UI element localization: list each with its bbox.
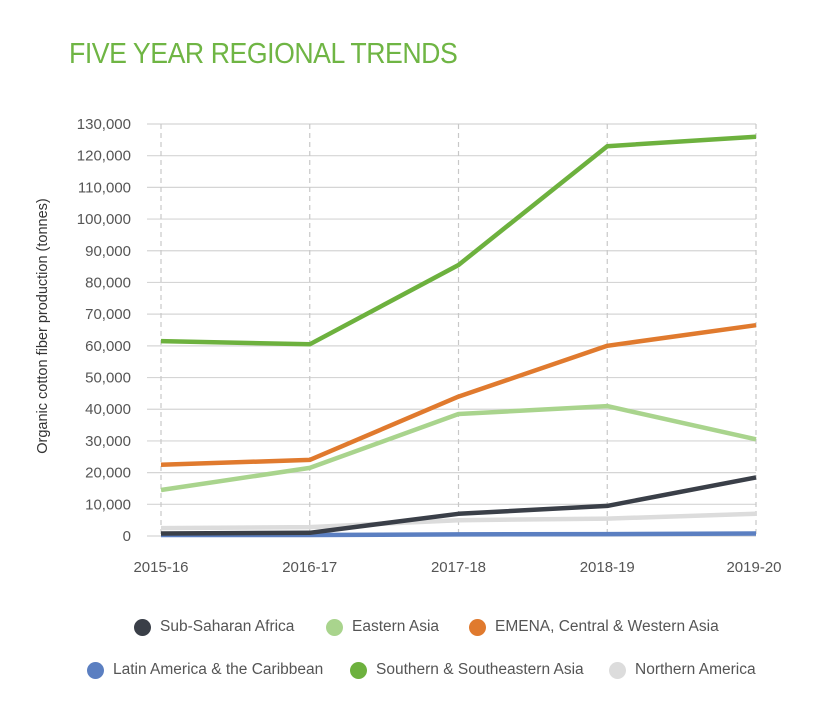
y-tick-label: 130,000 [77, 116, 131, 133]
y-tick-label: 0 [123, 528, 131, 545]
series-line-eastern-asia [160, 403, 757, 493]
chart-title: FIVE YEAR REGIONAL TRENDS [69, 38, 458, 70]
legend-swatch [350, 661, 367, 679]
line-chart: 0 10,000 20,000 30,000 40,000 50,000 60,000 70,… [35, 116, 782, 576]
y-axis-ticks: 0 10,000 20,000 30,000 40,000 50,000 60,000 70,… [77, 116, 131, 545]
legend-label: Sub-Saharan Africa [160, 618, 295, 635]
x-tick-label: 2018-19 [580, 559, 635, 576]
y-tick-label: 100,000 [77, 211, 131, 228]
y-tick-label: 120,000 [77, 148, 131, 165]
y-tick-label: 20,000 [85, 465, 131, 482]
legend-swatch [469, 618, 486, 636]
y-tick-label: 60,000 [85, 338, 131, 355]
y-tick-label: 70,000 [85, 306, 131, 323]
series-lines [160, 134, 757, 538]
legend-label: Southern & Southeastern Asia [376, 661, 584, 678]
legend-swatch [87, 661, 104, 679]
legend-swatch [609, 661, 626, 679]
legend-item: EMENA, Central & Western Asia [469, 618, 719, 636]
legend-label: Latin America & the Caribbean [113, 661, 324, 678]
series-line-southern-southeastern-asia [160, 134, 757, 347]
y-tick-label: 40,000 [85, 401, 131, 418]
x-tick-label: 2016-17 [282, 559, 337, 576]
x-tick-label: 2015-16 [133, 559, 188, 576]
legend-label: EMENA, Central & Western Asia [495, 618, 719, 635]
x-tick-label: 2019-20 [726, 559, 781, 576]
legend-item: Latin America & the Caribbean [87, 661, 323, 679]
x-tick-label: 2017-18 [431, 559, 486, 576]
legend-swatch [326, 618, 343, 636]
legend-swatch [134, 618, 151, 636]
y-axis-label: Organic cotton fiber production (tonnes) [35, 198, 51, 454]
legend-item: Sub-Saharan Africa [134, 618, 294, 636]
grid-lines [147, 123, 757, 537]
legend-item: Eastern Asia [326, 618, 439, 636]
series-line-northern-america [160, 511, 757, 531]
y-tick-label: 90,000 [85, 243, 131, 260]
legend-label: Eastern Asia [352, 618, 440, 635]
legend-item: Northern America [609, 661, 756, 679]
series-line-sub-saharan-africa [160, 475, 757, 536]
series-line-emena-central-western-asia [160, 322, 757, 467]
legend-label: Northern America [635, 661, 756, 678]
y-tick-label: 50,000 [85, 370, 131, 387]
legend-item: Southern & Southeastern Asia [350, 661, 584, 679]
y-tick-label: 110,000 [78, 179, 131, 196]
y-tick-label: 10,000 [85, 496, 131, 513]
y-tick-label: 30,000 [85, 433, 131, 450]
y-tick-label: 80,000 [85, 274, 131, 291]
x-axis-ticks: 2015-16 2016-17 2017-18 2018-19 2019-20 [133, 559, 781, 576]
